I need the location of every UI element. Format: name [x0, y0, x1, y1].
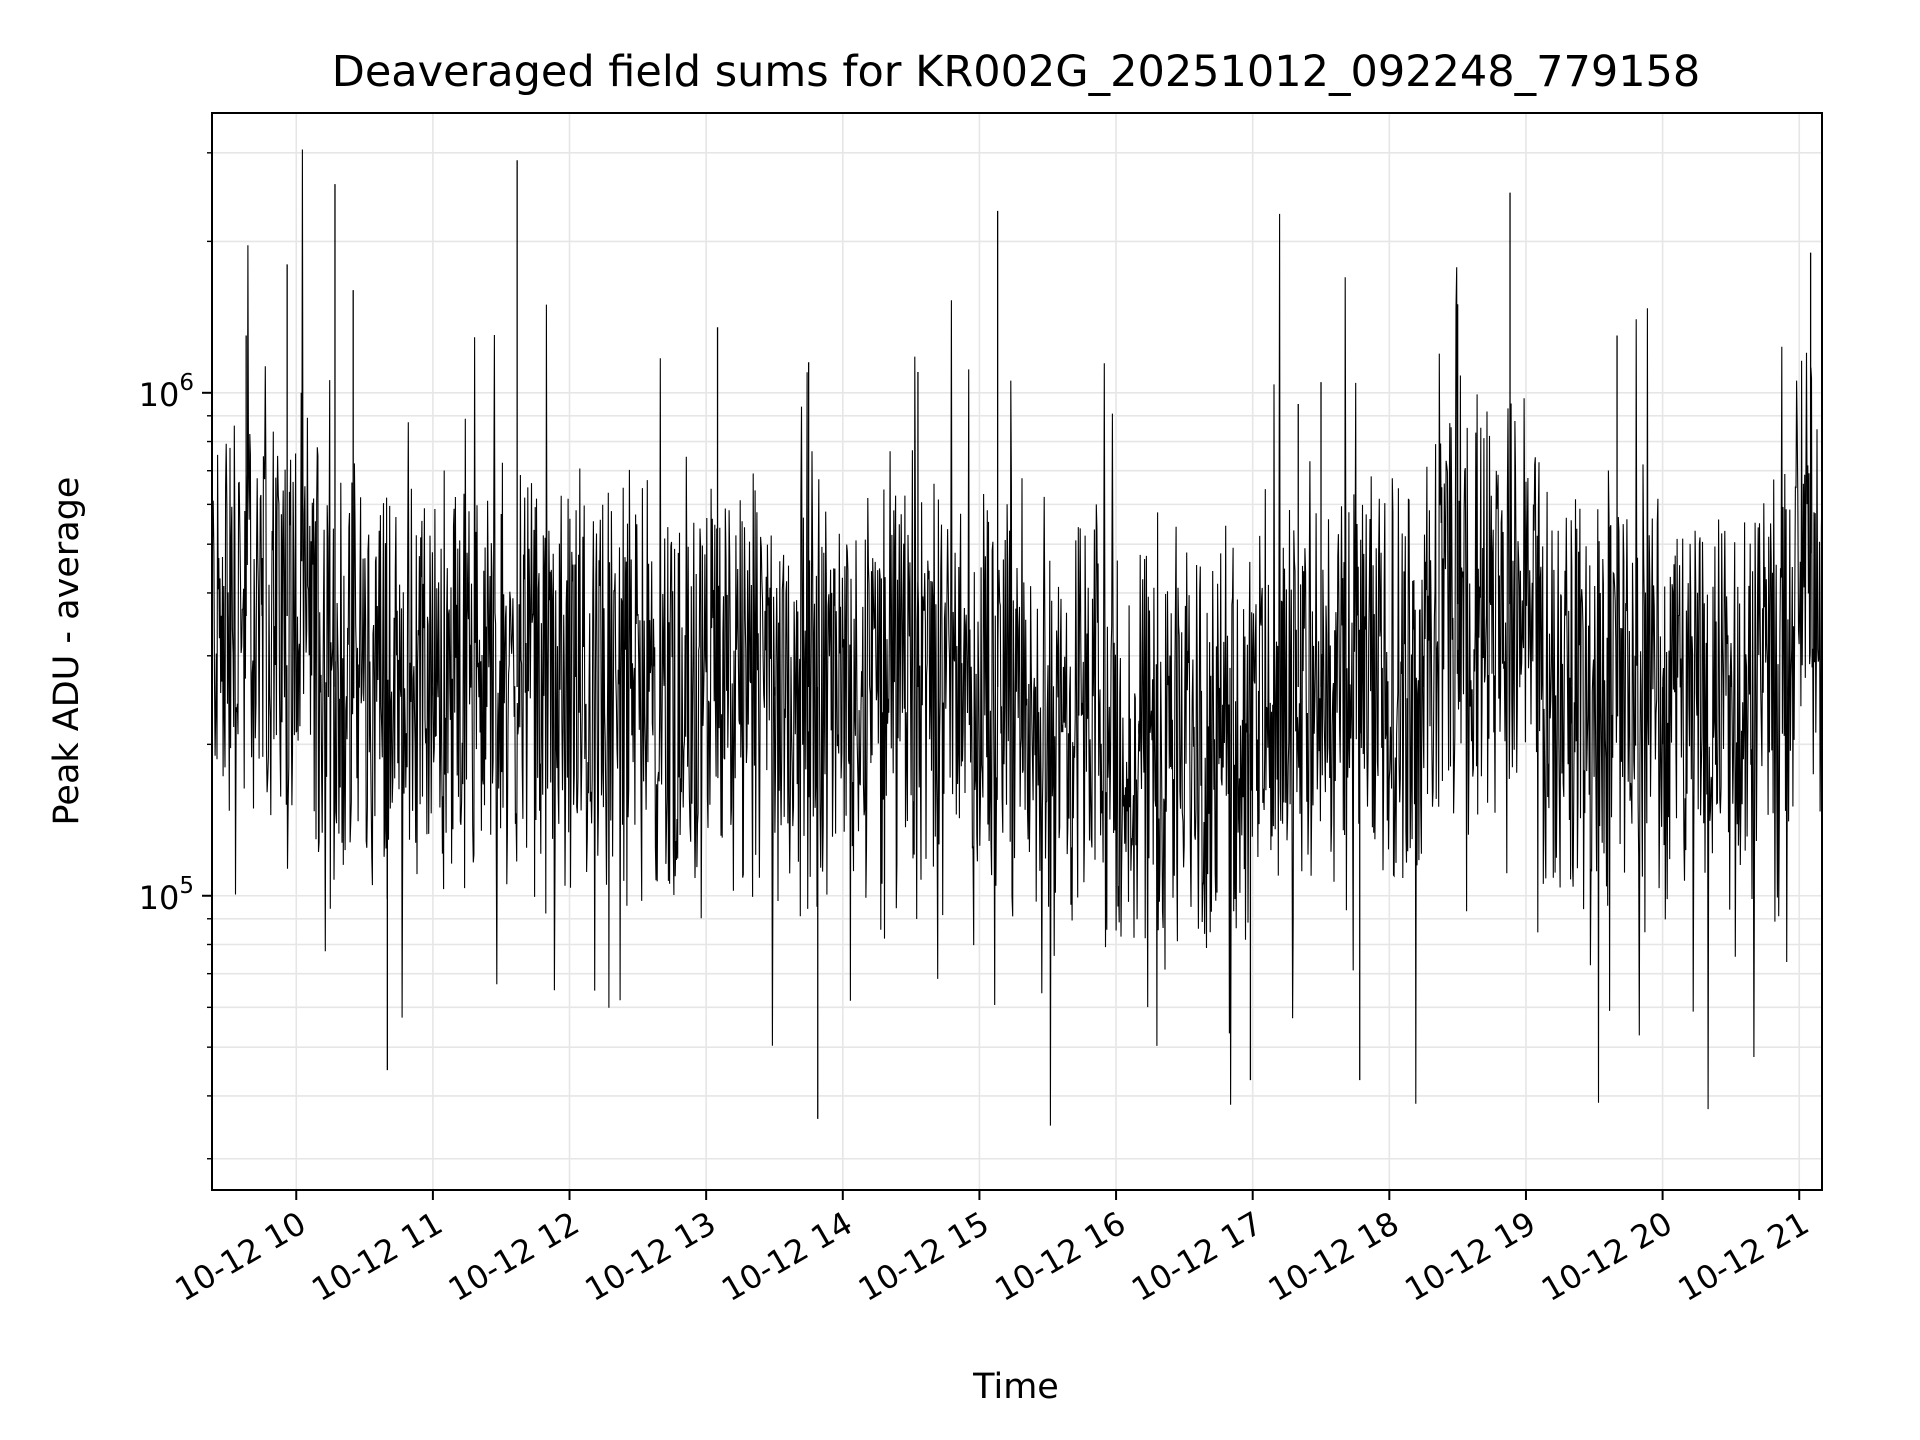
- series-line: [211, 149, 1823, 1126]
- y-axis-label: Peak ADU - average: [47, 477, 87, 826]
- chart-title: Deaveraged field sums for KR002G_2025101…: [332, 47, 1701, 97]
- y-axis: 105 106: [139, 152, 212, 1160]
- plot-frame: [211, 112, 1823, 1191]
- series-trace: [211, 149, 1823, 1126]
- y-tick-label: 106: [139, 370, 194, 414]
- x-axis-label: Time: [972, 1367, 1059, 1407]
- y-tick-label: 105: [139, 873, 194, 917]
